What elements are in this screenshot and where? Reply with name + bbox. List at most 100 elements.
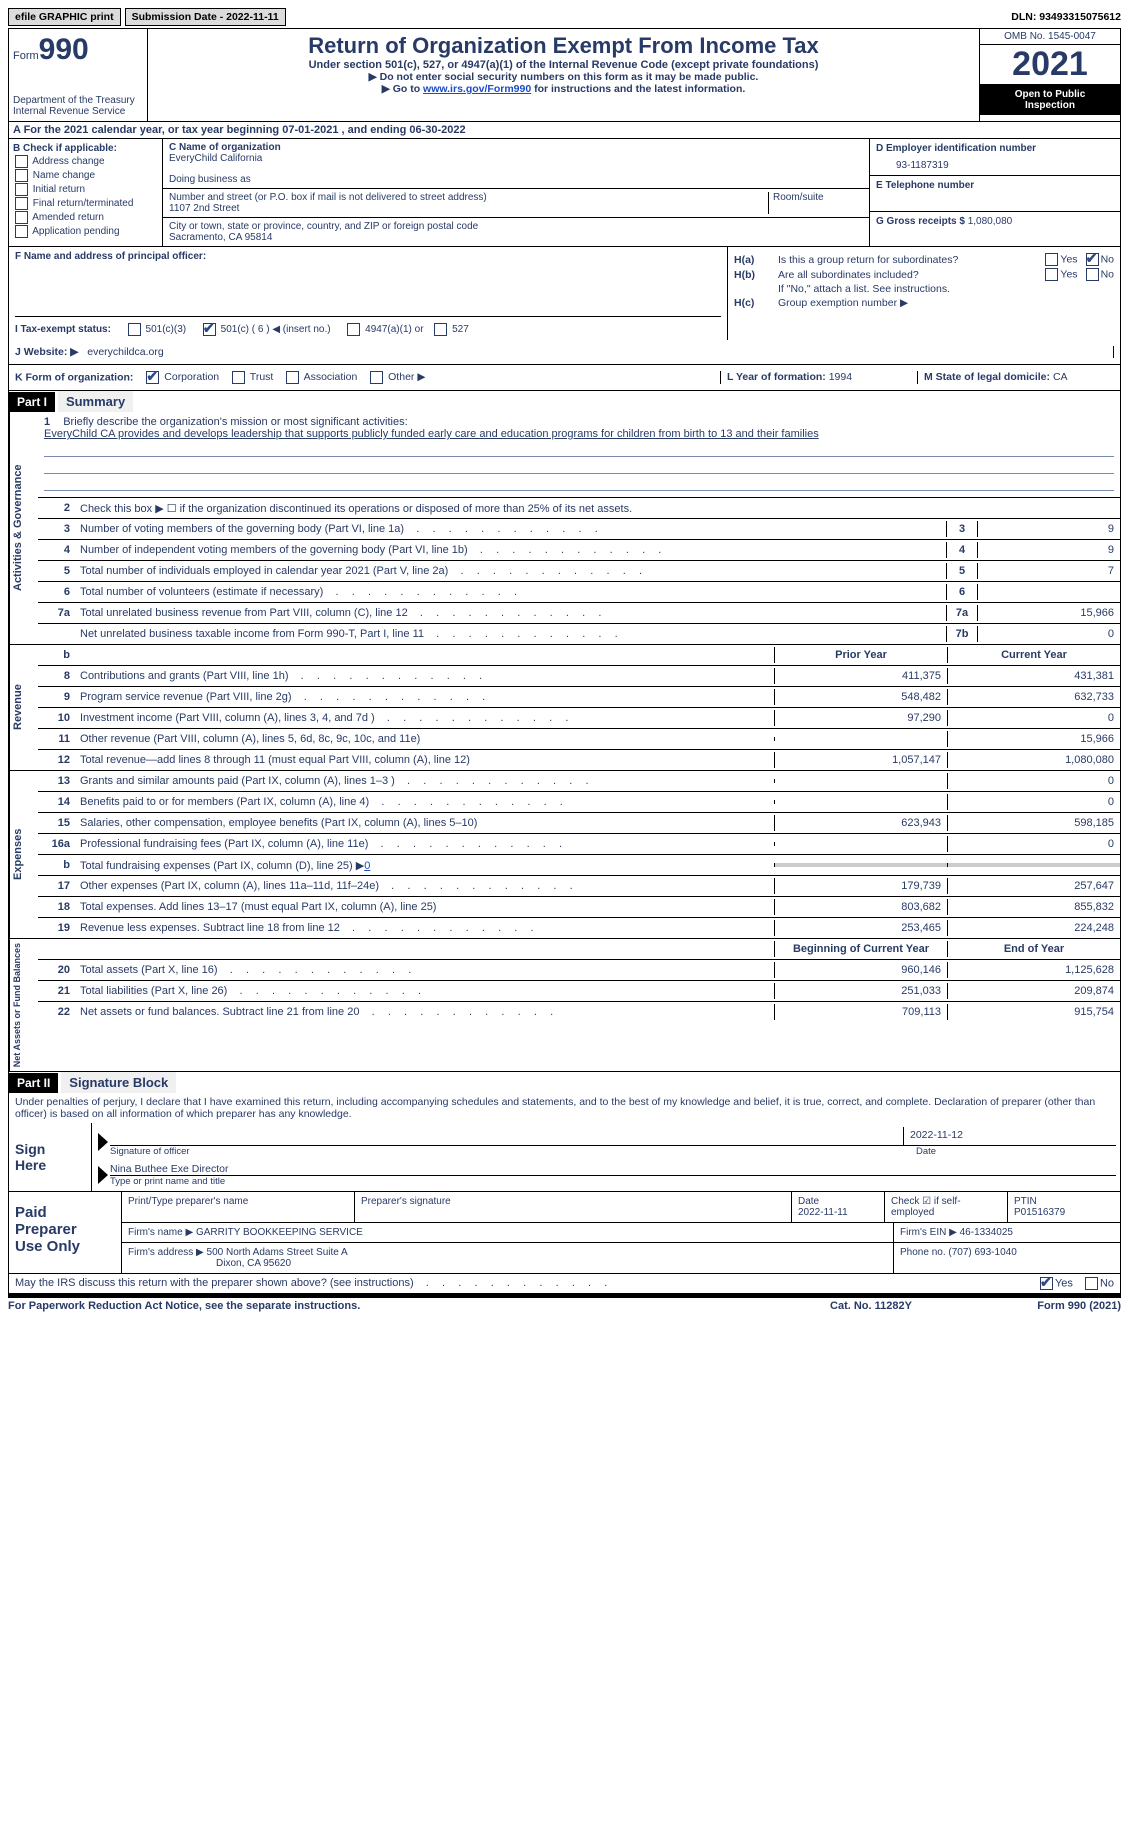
i-opt3[interactable]: 4947(a)(1) or: [345, 324, 423, 335]
c15: 598,185: [947, 815, 1120, 831]
c16a: 0: [947, 836, 1120, 852]
header: Form990 Department of the Treasury Inter…: [8, 28, 1121, 121]
hb-yes-text: Yes: [1060, 268, 1077, 280]
b-opt-name[interactable]: Name change: [13, 169, 158, 182]
line6: 6Total number of volunteers (estimate if…: [38, 581, 1120, 602]
i-opt1[interactable]: 501(c)(3): [126, 324, 186, 335]
v7a: 15,966: [978, 605, 1120, 621]
line5: 5Total number of individuals employed in…: [38, 560, 1120, 581]
row-k: K Form of organization: Corporation Trus…: [8, 364, 1121, 391]
part2-title: Signature Block: [61, 1072, 176, 1093]
k-o1-text: Corporation: [164, 371, 219, 383]
efile-button[interactable]: efile GRAPHIC print: [8, 8, 121, 26]
line7a: 7aTotal unrelated business revenue from …: [38, 602, 1120, 623]
discuss-row: May the IRS discuss this return with the…: [8, 1274, 1121, 1294]
part2-header-row: Part II Signature Block: [8, 1072, 1121, 1093]
l16b-val: 0: [364, 860, 370, 872]
a-begin: 07-01-2021: [282, 124, 338, 136]
b-opt-4-text: Amended return: [32, 212, 104, 223]
b-label: B Check if applicable:: [13, 143, 158, 154]
discuss-no[interactable]: No: [1083, 1277, 1114, 1290]
hb-no[interactable]: No: [1084, 268, 1114, 281]
i-opt4[interactable]: 527: [432, 324, 468, 335]
i-opt2[interactable]: 501(c) ( 6 ) ◀ (insert no.): [201, 324, 331, 335]
h-a: H(a) Is this a group return for subordin…: [734, 253, 1114, 266]
b-opt-pending[interactable]: Application pending: [13, 225, 158, 238]
col-f: F Name and address of principal officer:…: [9, 247, 728, 340]
blank-line: [44, 459, 1114, 474]
c9: 632,733: [947, 689, 1120, 705]
irs-link[interactable]: www.irs.gov/Form990: [423, 83, 531, 95]
p15: 623,943: [774, 815, 947, 831]
g-value: 1,080,080: [968, 216, 1013, 227]
l18-text: Total expenses. Add lines 13–17 (must eq…: [80, 901, 436, 913]
l1-value: EveryChild CA provides and develops lead…: [44, 428, 819, 440]
k-o3-text: Association: [304, 371, 358, 383]
curr-hdr: Current Year: [947, 647, 1120, 663]
l17-text: Other expenses (Part IX, column (A), lin…: [80, 880, 379, 892]
line9: 9Program service revenue (Part VIII, lin…: [38, 686, 1120, 707]
l9-text: Program service revenue (Part VIII, line…: [80, 691, 292, 703]
k-trust[interactable]: Trust: [230, 371, 273, 383]
l1-label: Briefly describe the organization's miss…: [63, 416, 407, 428]
footer: For Paperwork Reduction Act Notice, see …: [8, 1294, 1121, 1314]
c-name-label: C Name of organization: [169, 142, 863, 153]
l-label: L Year of formation:: [727, 371, 829, 383]
line19: 19Revenue less expenses. Subtract line 1…: [38, 917, 1120, 938]
m-state: M State of legal domicile: CA: [917, 371, 1114, 384]
c8: 431,381: [947, 668, 1120, 684]
firm-addr1: 500 North Adams Street Suite A: [207, 1247, 348, 1258]
sign-here-section: Sign Here 2022-11-12 Signature of office…: [8, 1123, 1121, 1192]
l5-text: Total number of individuals employed in …: [80, 565, 448, 577]
line20: 20Total assets (Part X, line 16) 960,146…: [38, 959, 1120, 980]
b-opt-amended[interactable]: Amended return: [13, 211, 158, 224]
ptin-value: P01516379: [1014, 1207, 1065, 1218]
ha-yes[interactable]: Yes: [1043, 253, 1077, 266]
col-h: H(a) Is this a group return for subordin…: [728, 247, 1120, 340]
l6-text: Total number of volunteers (estimate if …: [80, 586, 323, 598]
d-value: 93-1187319: [876, 160, 1114, 171]
k-label: K Form of organization:: [15, 371, 133, 383]
j-label: J Website: ▶: [15, 346, 78, 358]
discuss-text: May the IRS discuss this return with the…: [15, 1277, 414, 1289]
k-corp[interactable]: Corporation: [144, 371, 219, 383]
k-other[interactable]: Other ▶: [368, 371, 425, 383]
hc-label: H(c): [734, 297, 772, 309]
k-assoc[interactable]: Association: [284, 371, 357, 383]
b-opt-final[interactable]: Final return/terminated: [13, 197, 158, 210]
m-label: M State of legal domicile:: [924, 371, 1053, 383]
hc-text: Group exemption number ▶: [778, 297, 908, 309]
firm-name-value: GARRITY BOOKKEEPING SERVICE: [196, 1227, 363, 1238]
hb-text: Are all subordinates included?: [778, 269, 1037, 281]
submission-date-button[interactable]: Submission Date - 2022-11-11: [125, 8, 286, 26]
hb-yes[interactable]: Yes: [1043, 268, 1077, 281]
l12-text: Total revenue—add lines 8 through 11 (mu…: [80, 754, 470, 766]
b-opt-3-text: Final return/terminated: [33, 198, 134, 209]
ha-no[interactable]: No: [1084, 253, 1114, 266]
b-opt-address[interactable]: Address change: [13, 155, 158, 168]
phone-value: (707) 693-1040: [948, 1247, 1016, 1258]
c-city-label: City or town, state or province, country…: [169, 221, 863, 232]
form-title: Return of Organization Exempt From Incom…: [152, 33, 975, 59]
i-o4-text: 527: [452, 324, 469, 335]
section-expenses: Expenses 13Grants and similar amounts pa…: [8, 771, 1121, 939]
c19: 224,248: [947, 920, 1120, 936]
block-b-c-d: B Check if applicable: Address change Na…: [8, 138, 1121, 246]
pp-name-label: Print/Type preparer's name: [122, 1192, 355, 1222]
l16a-text: Professional fundraising fees (Part IX, …: [80, 838, 368, 850]
ha-text: Is this a group return for subordinates?: [778, 254, 1037, 266]
phone-label: Phone no.: [900, 1247, 948, 1258]
c-room-label: Room/suite: [769, 192, 863, 214]
discuss-yes[interactable]: Yes: [1038, 1277, 1073, 1290]
e-phone: E Telephone number: [870, 176, 1120, 212]
b-opt-initial[interactable]: Initial return: [13, 183, 158, 196]
v4: 9: [978, 542, 1120, 558]
header-center: Return of Organization Exempt From Incom…: [148, 29, 979, 121]
beg-hdr: Beginning of Current Year: [774, 941, 947, 957]
p17: 179,739: [774, 878, 947, 894]
l21-text: Total liabilities (Part X, line 26): [80, 985, 227, 997]
instr-pre: ▶ Go to: [382, 83, 423, 95]
a-pre: A For the 2021 calendar year, or tax yea…: [13, 124, 282, 136]
vtab-expenses: Expenses: [9, 771, 38, 938]
section-revenue: Revenue b Prior Year Current Year 8Contr…: [8, 645, 1121, 771]
